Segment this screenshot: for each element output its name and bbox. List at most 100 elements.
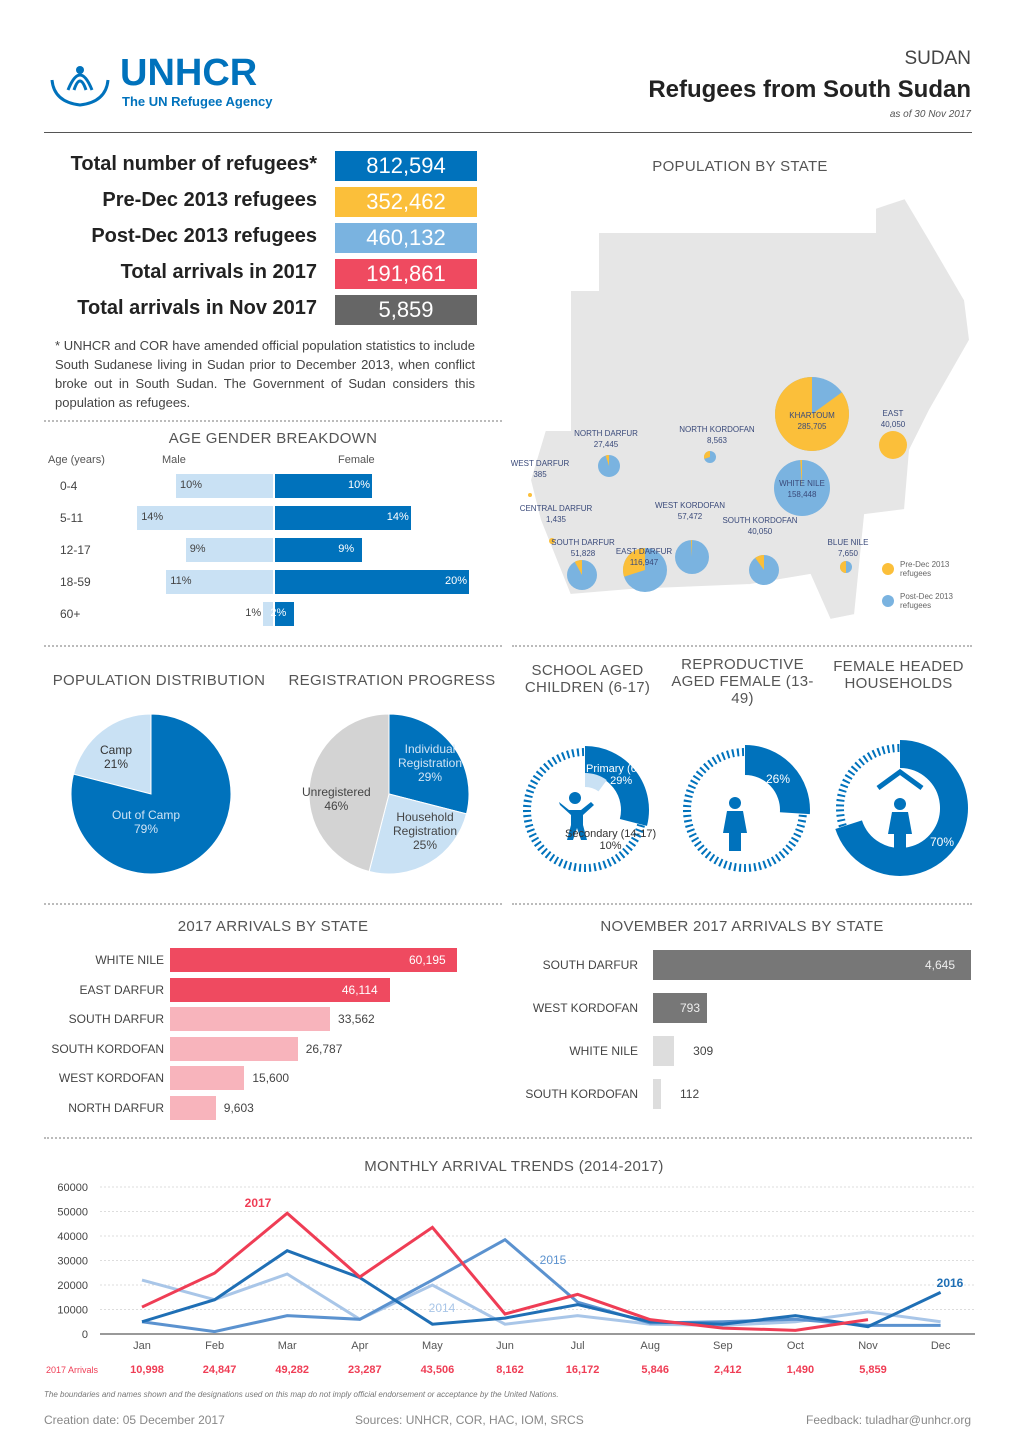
unregistered-label: Unregistered 46% xyxy=(302,785,371,813)
state-label: NORTH KORDOFAN 8,563 xyxy=(679,425,755,445)
x-tick: May xyxy=(422,1340,443,1352)
state-pie xyxy=(623,548,667,592)
sources: Sources: UNHCR, COR, HAC, IOM, SRCS xyxy=(355,1413,584,1427)
pie-slice xyxy=(388,713,470,815)
state-name: WHITE NILE xyxy=(569,1044,638,1058)
arrival-row-value: 23,287 xyxy=(348,1364,382,1376)
age-label: 5-11 xyxy=(60,511,84,525)
nov-arrival-bar xyxy=(653,993,708,1023)
map-title: POPULATION BY STATE xyxy=(652,158,828,175)
y-tick: 60000 xyxy=(57,1182,88,1194)
trend-title: MONTHLY ARRIVAL TRENDS (2014-2017) xyxy=(364,1158,664,1175)
female-headed-donut xyxy=(835,740,968,876)
arrival-bar xyxy=(170,1095,216,1120)
female-pct: 10% xyxy=(348,479,371,491)
arrival-row-value: 8,162 xyxy=(496,1364,524,1376)
person-icon xyxy=(723,797,747,851)
arrival-bar xyxy=(170,1036,298,1061)
state-label: SOUTH DARFUR 51,828 xyxy=(551,538,615,558)
key-figure-row: Post-Dec 2013 refugees 460,132 xyxy=(45,223,485,253)
secondary-label: Secondary (14-17) 10% xyxy=(565,828,657,852)
registration-title: REGISTRATION PROGRESS xyxy=(288,672,496,689)
y-tick: 10000 xyxy=(57,1305,88,1317)
state-pie xyxy=(774,460,830,516)
org-subtitle: The UN Refugee Agency xyxy=(122,94,273,109)
female-headed-pct: 70% xyxy=(930,835,955,849)
key-figure-label: Total arrivals in Nov 2017 xyxy=(77,297,317,319)
disclaimer: The boundaries and names shown and the d… xyxy=(44,1390,559,1399)
state-name: SOUTH KORDOFAN xyxy=(51,1041,164,1056)
key-figure-label: Post-Dec 2013 refugees xyxy=(91,225,317,247)
arrival-value: 9,603 xyxy=(223,1100,254,1115)
arrivals-2017-title: 2017 ARRIVALS BY STATE xyxy=(177,918,369,935)
state-label: KHARTOUM 285,705 xyxy=(789,411,835,431)
footnote: * UNHCR and COR have amended official po… xyxy=(55,338,475,410)
individual-label: Individual Registration 29% xyxy=(397,742,463,784)
divider xyxy=(44,645,502,647)
key-figure-row: Total arrivals in 2017 191,861 xyxy=(45,259,485,289)
state-label: NORTH DARFUR 27,445 xyxy=(574,429,638,449)
series-label: 2015 xyxy=(540,1253,567,1267)
key-figure-row: Total number of refugees* 812,594 xyxy=(45,151,485,181)
x-tick: Mar xyxy=(278,1340,297,1352)
state-pie xyxy=(528,493,532,497)
state-label: BLUE NILE 7,650 xyxy=(827,538,869,558)
y-tick: 40000 xyxy=(57,1231,88,1243)
legend-pre-swatch xyxy=(882,563,894,575)
y-tick: 30000 xyxy=(57,1256,88,1268)
age-label: 12-17 xyxy=(60,543,91,557)
reproductive-pct: 26% xyxy=(766,772,791,786)
age-gender-title: AGE GENDER BREAKDOWN xyxy=(168,430,378,447)
donut-segment xyxy=(835,740,968,876)
key-figure-value: 191,861 xyxy=(335,259,477,289)
arrival-row-value: 24,847 xyxy=(203,1364,237,1376)
female-headed-title: FEMALE HEADED HOUSEHOLDS xyxy=(833,658,964,692)
unhcr-emblem-icon xyxy=(50,66,110,107)
state-pie xyxy=(549,538,555,544)
nov-arrival-bar xyxy=(653,950,971,980)
x-tick: Apr xyxy=(351,1340,368,1352)
nov-arrival-value: 793 xyxy=(680,1001,701,1015)
donut-segment xyxy=(584,746,649,826)
male-bar xyxy=(166,570,273,594)
popdist-title: POPULATION DISTRIBUTION xyxy=(52,672,266,689)
arrival-row-value: 43,506 xyxy=(421,1364,455,1376)
arrival-bar xyxy=(170,1066,245,1090)
female-pct: 9% xyxy=(338,543,355,555)
state-label: SOUTH KORDOFAN 40,050 xyxy=(722,516,798,536)
state-pie xyxy=(879,431,907,459)
donut-segment xyxy=(744,745,810,815)
arrival-bar xyxy=(170,948,457,972)
series-label: 2017 xyxy=(245,1196,272,1210)
nov-arrival-bar xyxy=(653,1079,661,1109)
divider xyxy=(512,645,972,647)
legend-pre-label: Pre-Dec 2013 refugees xyxy=(900,560,950,578)
x-tick: Nov xyxy=(858,1340,878,1352)
sudan-map xyxy=(528,196,972,622)
y-tick: 0 xyxy=(82,1329,88,1341)
school-title: SCHOOL AGED CHILDREN (6-17) xyxy=(524,662,651,696)
male-pct: 1% xyxy=(245,607,262,619)
x-tick: Jul xyxy=(571,1340,585,1352)
arrival-value: 33,562 xyxy=(338,1012,375,1026)
house-icon xyxy=(876,768,924,791)
x-tick: Sep xyxy=(713,1340,733,1352)
female-pct: 20% xyxy=(445,575,468,587)
male-pct: 11% xyxy=(170,575,192,587)
key-figure-row: Pre-Dec 2013 refugees 352,462 xyxy=(45,187,485,217)
col-male: Male xyxy=(162,454,186,466)
state-pie xyxy=(598,455,620,477)
state-label: WHITE NILE 158,448 xyxy=(779,479,825,499)
feedback-link[interactable]: Feedback: tuladhar@unhcr.org xyxy=(806,1413,971,1427)
legend-post-label: Post-Dec 2013 refugees xyxy=(900,592,953,610)
pie-slice xyxy=(72,713,152,795)
registration-pie xyxy=(308,713,470,875)
child-icon xyxy=(559,792,594,840)
state-name: WEST KORDOFAN xyxy=(532,1001,638,1015)
arrival-row-value: 5,846 xyxy=(641,1364,669,1376)
series-line-2015 xyxy=(141,1237,941,1334)
state-pie xyxy=(840,561,852,573)
primary-label: Primary (6-13) 29% xyxy=(586,763,657,787)
nov-arrival-value: 4,645 xyxy=(925,958,956,972)
person-icon xyxy=(888,798,912,852)
